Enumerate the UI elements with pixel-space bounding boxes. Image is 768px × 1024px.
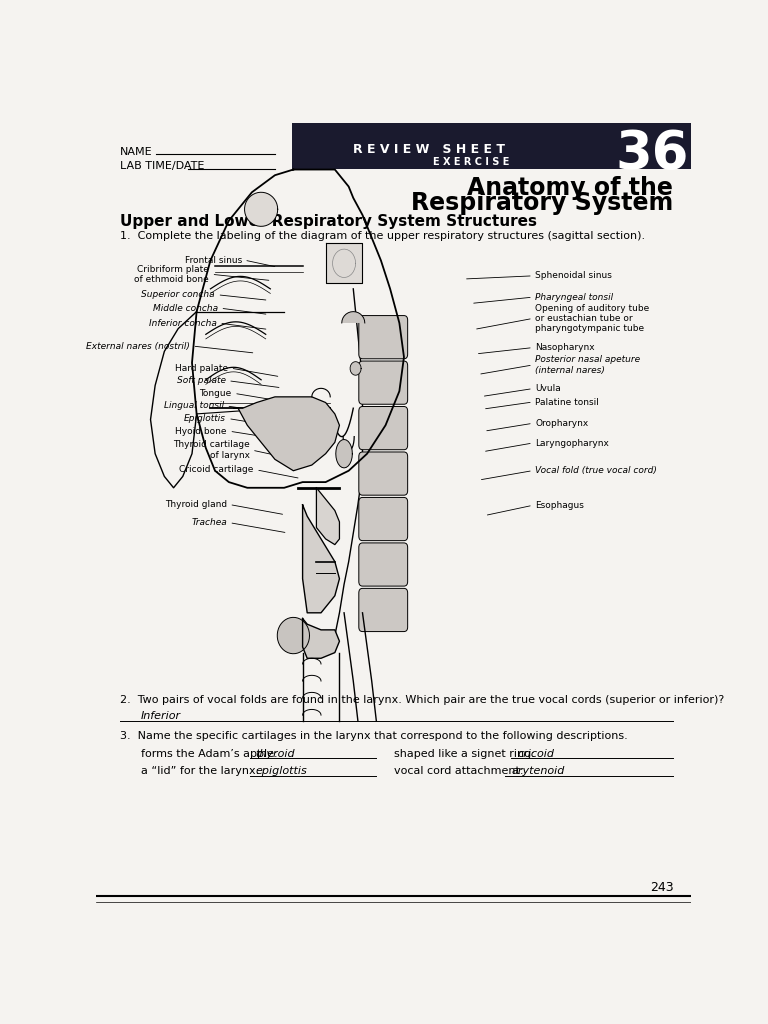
Polygon shape bbox=[326, 244, 362, 284]
Text: Cribriform plate
of ethmoid bone: Cribriform plate of ethmoid bone bbox=[134, 264, 209, 284]
Text: 2.  Two pairs of vocal folds are found in the larynx. Which pair are the true vo: 2. Two pairs of vocal folds are found in… bbox=[120, 695, 724, 706]
Text: External nares (nostril): External nares (nostril) bbox=[86, 342, 190, 350]
Text: arytenoid: arytenoid bbox=[511, 766, 564, 776]
Text: forms the Adam’s apple:: forms the Adam’s apple: bbox=[141, 749, 277, 759]
Text: Superior concha: Superior concha bbox=[141, 290, 215, 299]
Text: R E V I E W   S H E E T: R E V I E W S H E E T bbox=[353, 143, 505, 157]
Polygon shape bbox=[342, 311, 365, 323]
Text: Pharyngeal tonsil: Pharyngeal tonsil bbox=[535, 293, 614, 302]
Polygon shape bbox=[303, 505, 339, 612]
Polygon shape bbox=[244, 193, 278, 226]
Text: Tongue: Tongue bbox=[200, 389, 232, 398]
Text: Trachea: Trachea bbox=[191, 518, 227, 527]
FancyBboxPatch shape bbox=[359, 452, 408, 496]
Text: Inferior concha: Inferior concha bbox=[149, 318, 217, 328]
Text: thyroid: thyroid bbox=[256, 749, 295, 759]
Text: a “lid” for the larynx:: a “lid” for the larynx: bbox=[141, 766, 259, 776]
Text: Palatine tonsil: Palatine tonsil bbox=[535, 397, 599, 407]
Text: 243: 243 bbox=[650, 882, 674, 894]
Polygon shape bbox=[350, 361, 361, 375]
Text: Oropharynx: Oropharynx bbox=[535, 419, 588, 428]
Text: 3.  Name the specific cartilages in the larynx that correspond to the following : 3. Name the specific cartilages in the l… bbox=[120, 731, 627, 741]
Text: Anatomy of the: Anatomy of the bbox=[468, 175, 674, 200]
Text: Inferior: Inferior bbox=[141, 711, 180, 721]
Polygon shape bbox=[277, 617, 310, 653]
Text: Uvula: Uvula bbox=[535, 384, 561, 393]
Text: Upper and Lower Respiratory System Structures: Upper and Lower Respiratory System Struc… bbox=[120, 214, 537, 229]
Text: E X E R C I S E: E X E R C I S E bbox=[433, 157, 509, 167]
Text: Sphenoidal sinus: Sphenoidal sinus bbox=[535, 271, 612, 281]
Text: Vocal fold (true vocal cord): Vocal fold (true vocal cord) bbox=[535, 466, 657, 475]
Polygon shape bbox=[316, 487, 339, 545]
Text: Nasopharynx: Nasopharynx bbox=[535, 343, 595, 352]
Text: cricoid: cricoid bbox=[518, 749, 554, 759]
FancyBboxPatch shape bbox=[359, 315, 408, 358]
Text: epiglottis: epiglottis bbox=[256, 766, 307, 776]
Text: Middle concha: Middle concha bbox=[153, 304, 218, 312]
Text: Hyoid bone: Hyoid bone bbox=[175, 427, 227, 435]
Text: Respiratory System: Respiratory System bbox=[411, 190, 674, 214]
FancyBboxPatch shape bbox=[359, 543, 408, 586]
Text: LAB TIME/DATE: LAB TIME/DATE bbox=[120, 161, 204, 171]
Text: Posterior nasal apeture
(internal nares): Posterior nasal apeture (internal nares) bbox=[535, 355, 641, 375]
Text: Lingual tonsil: Lingual tonsil bbox=[164, 401, 224, 411]
Text: Thyroid gland: Thyroid gland bbox=[165, 500, 227, 509]
FancyBboxPatch shape bbox=[359, 498, 408, 541]
Text: Hard palate: Hard palate bbox=[175, 364, 228, 373]
Text: 36: 36 bbox=[616, 128, 689, 180]
Text: shaped like a signet ring:: shaped like a signet ring: bbox=[393, 749, 535, 759]
Text: Thyroid cartilage
of larynx: Thyroid cartilage of larynx bbox=[173, 440, 250, 460]
Text: Soft palate: Soft palate bbox=[177, 376, 226, 385]
FancyBboxPatch shape bbox=[359, 361, 408, 404]
FancyBboxPatch shape bbox=[359, 589, 408, 632]
Text: Epiglottis: Epiglottis bbox=[184, 414, 226, 423]
FancyBboxPatch shape bbox=[293, 123, 691, 169]
Text: 1.  Complete the labeling of the diagram of the upper respiratory structures (sa: 1. Complete the labeling of the diagram … bbox=[120, 231, 645, 242]
Text: Cricoid cartilage: Cricoid cartilage bbox=[180, 465, 253, 474]
Text: Esophagus: Esophagus bbox=[535, 501, 584, 510]
Text: NAME: NAME bbox=[120, 147, 152, 157]
Text: vocal cord attachment:: vocal cord attachment: bbox=[393, 766, 523, 776]
Text: Opening of auditory tube
or eustachian tube or
pharyngotympanic tube: Opening of auditory tube or eustachian t… bbox=[535, 303, 650, 334]
Polygon shape bbox=[336, 439, 353, 468]
Text: Laryngopharynx: Laryngopharynx bbox=[535, 438, 609, 447]
FancyBboxPatch shape bbox=[359, 407, 408, 450]
Text: Frontal sinus: Frontal sinus bbox=[184, 256, 242, 264]
Polygon shape bbox=[303, 618, 339, 658]
Polygon shape bbox=[233, 397, 339, 471]
